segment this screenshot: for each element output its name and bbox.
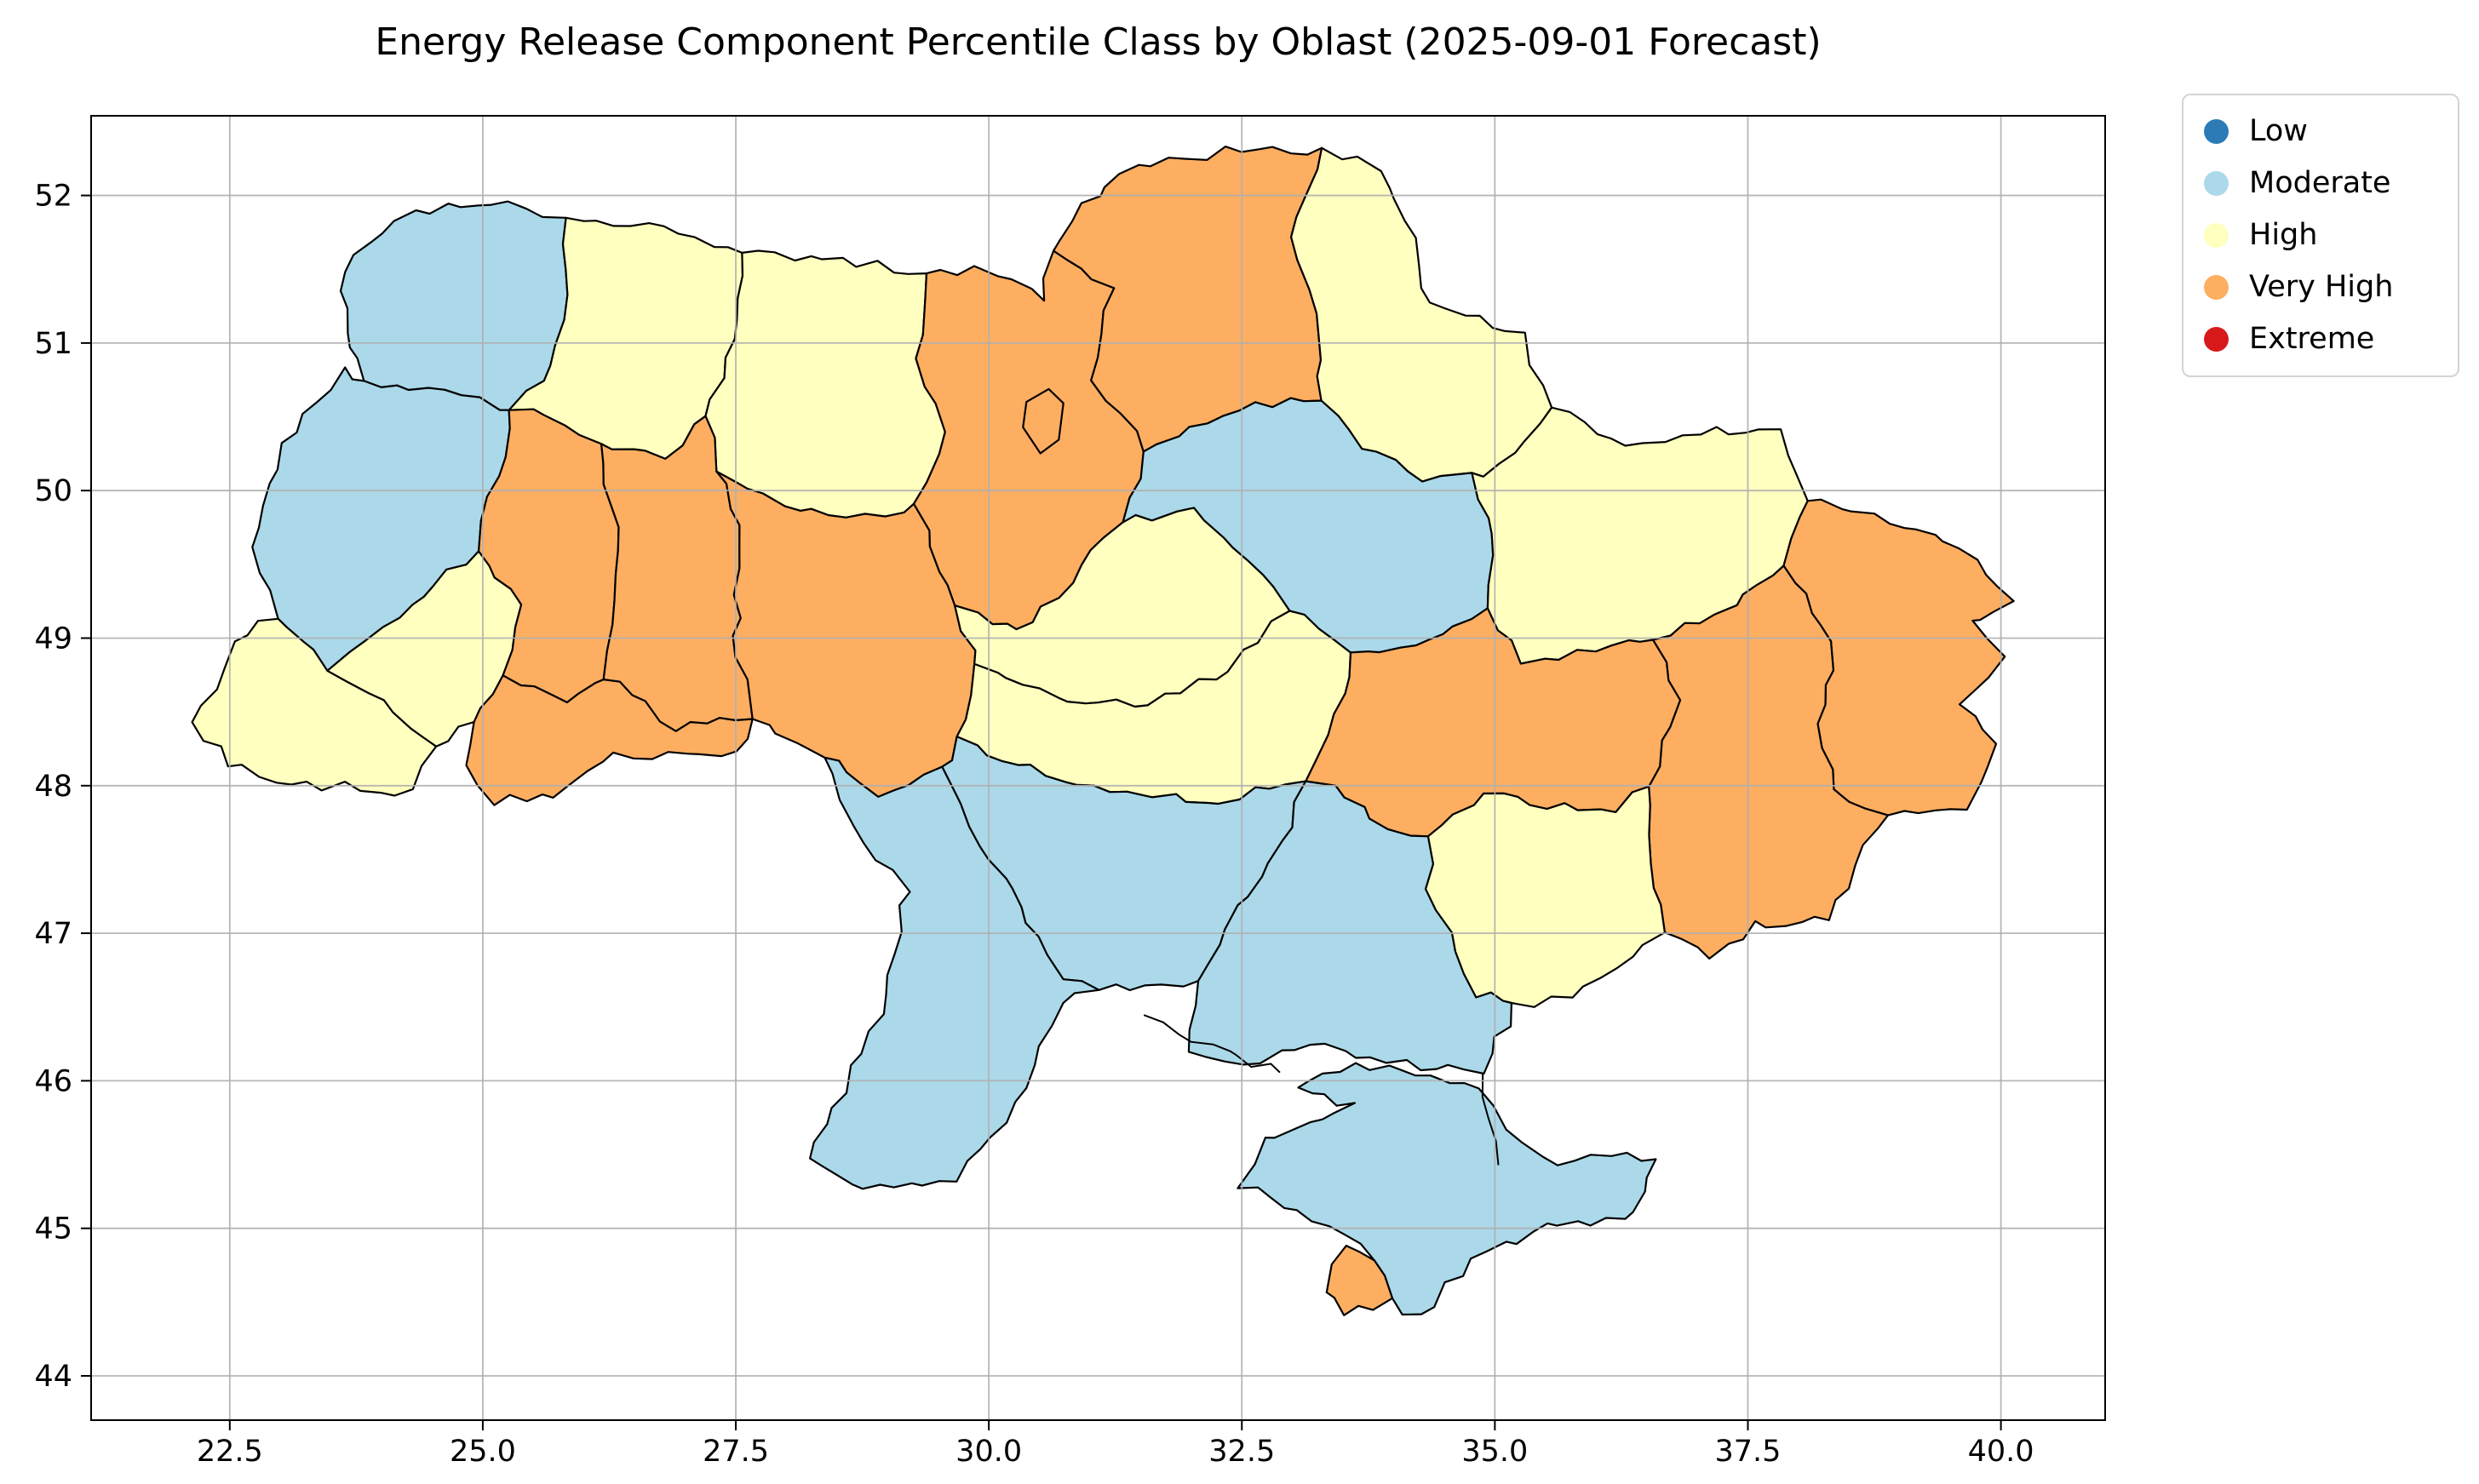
y-tick-label: 45 xyxy=(34,1212,72,1246)
legend-item-very-high: Very High xyxy=(2183,261,2458,313)
y-tick-label: 48 xyxy=(34,770,72,804)
legend: Low Moderate High Very High Extreme xyxy=(2182,94,2459,377)
region-kherson xyxy=(1187,780,1512,1075)
y-tick-label: 52 xyxy=(34,180,72,214)
region-zhytomyr xyxy=(704,249,946,519)
chart-title: Energy Release Component Percentile Clas… xyxy=(375,20,1822,64)
legend-item-extreme: Extreme xyxy=(2183,313,2458,365)
y-tick-label: 49 xyxy=(34,622,72,656)
region-volyn xyxy=(339,200,569,411)
y-tick-label: 47 xyxy=(34,917,72,951)
x-tick-label: 32.5 xyxy=(1208,1435,1275,1469)
legend-item-moderate: Moderate xyxy=(2183,158,2458,209)
legend-item-high: High xyxy=(2183,209,2458,261)
region-kyiv-city xyxy=(1022,387,1064,455)
legend-swatch-icon xyxy=(2204,275,2229,300)
legend-item-label: Very High xyxy=(2249,270,2394,304)
plot-border xyxy=(90,115,2106,1421)
y-tick-label: 46 xyxy=(34,1064,72,1098)
x-tick-label: 22.5 xyxy=(197,1435,263,1469)
y-tick-label: 44 xyxy=(34,1360,72,1394)
legend-swatch-icon xyxy=(2204,119,2229,144)
legend-item-label: Extreme xyxy=(2249,322,2375,356)
x-tick-label: 37.5 xyxy=(1715,1435,1782,1469)
legend-item-low: Low xyxy=(2183,106,2458,158)
x-tick-label: 40.0 xyxy=(1968,1435,2034,1469)
y-tick-label: 51 xyxy=(34,327,72,361)
x-tick-label: 27.5 xyxy=(703,1435,769,1469)
legend-swatch-icon xyxy=(2204,327,2229,352)
legend-item-label: High xyxy=(2249,218,2318,252)
region-chernivtsi xyxy=(465,674,754,806)
region-crimea xyxy=(1237,1062,1657,1316)
coastline-feature xyxy=(1481,1074,1500,1166)
x-tick-label: 30.0 xyxy=(955,1435,1022,1469)
y-tick-label: 50 xyxy=(34,474,72,508)
legend-swatch-icon xyxy=(2204,171,2229,196)
coastline-feature xyxy=(1143,1014,1281,1074)
x-tick-label: 35.0 xyxy=(1461,1435,1528,1469)
x-tick-label: 25.0 xyxy=(450,1435,516,1469)
legend-swatch-icon xyxy=(2204,223,2229,248)
legend-item-label: Low xyxy=(2249,114,2308,148)
region-sevastopol xyxy=(1325,1245,1394,1316)
legend-item-label: Moderate xyxy=(2249,166,2391,200)
